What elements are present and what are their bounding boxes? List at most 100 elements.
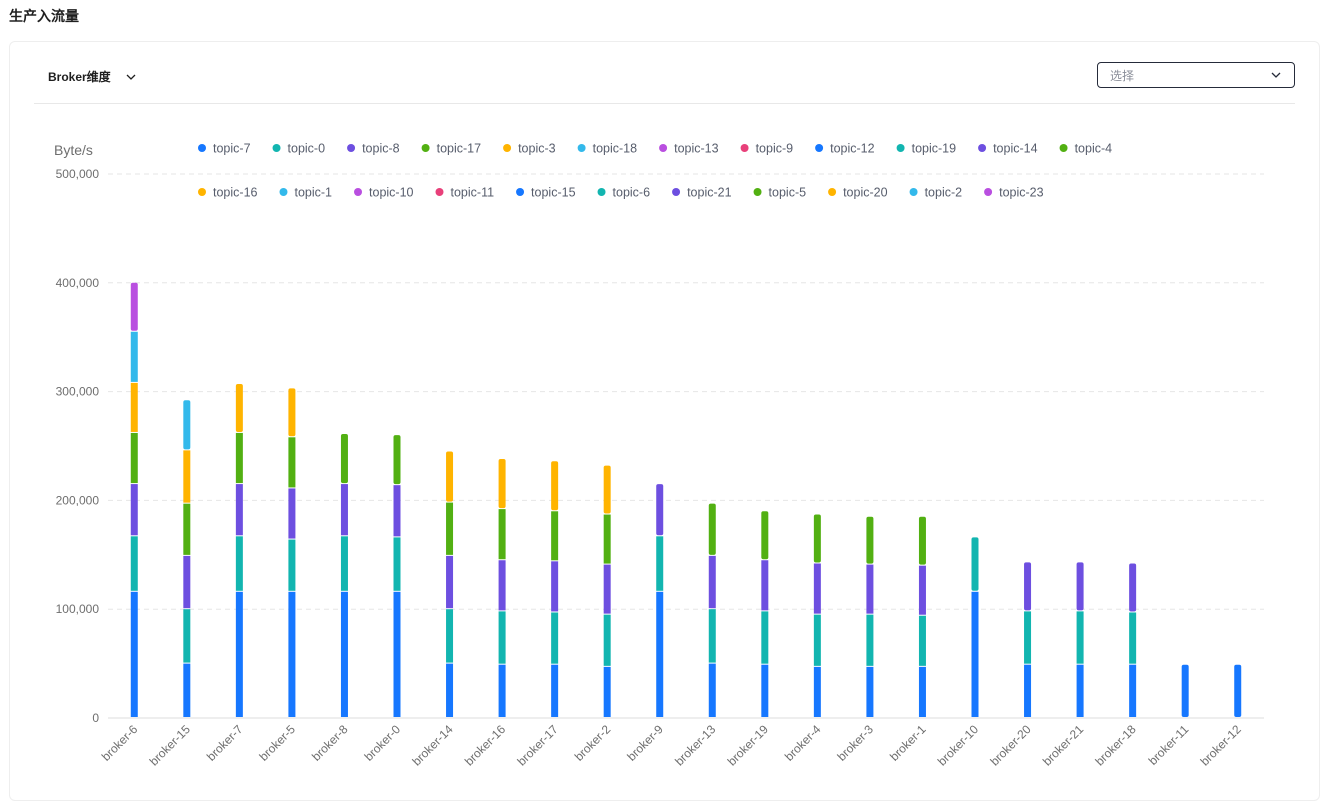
- bar-segment[interactable]: [130, 382, 138, 432]
- legend-item[interactable]: topic-0: [272, 142, 326, 156]
- bar-segment[interactable]: [446, 451, 454, 502]
- bar-segment[interactable]: [498, 611, 506, 664]
- legend-item[interactable]: topic-21: [672, 186, 732, 200]
- legend-item[interactable]: topic-8: [347, 142, 400, 156]
- bar-segment[interactable]: [551, 461, 559, 511]
- bar-segment[interactable]: [866, 614, 874, 666]
- bar-segment[interactable]: [603, 666, 611, 717]
- bar-segment[interactable]: [446, 555, 454, 609]
- bar-segment[interactable]: [866, 516, 874, 564]
- bar-segment[interactable]: [971, 591, 979, 717]
- bar-segment[interactable]: [918, 565, 926, 615]
- bar-segment[interactable]: [551, 664, 559, 717]
- bar-segment[interactable]: [1076, 611, 1084, 664]
- bar-segment[interactable]: [130, 331, 138, 382]
- bar-segment[interactable]: [340, 536, 348, 591]
- bar-segment[interactable]: [971, 537, 979, 591]
- bar-segment[interactable]: [761, 560, 769, 611]
- bar-segment[interactable]: [1234, 664, 1242, 717]
- bar-segment[interactable]: [1024, 664, 1032, 717]
- bar-segment[interactable]: [656, 591, 664, 717]
- legend-item[interactable]: topic-20: [828, 186, 888, 200]
- bar-segment[interactable]: [708, 503, 716, 555]
- bar-segment[interactable]: [551, 511, 559, 561]
- bar-segment[interactable]: [551, 561, 559, 612]
- bar-segment[interactable]: [340, 484, 348, 536]
- bar-segment[interactable]: [183, 609, 191, 663]
- legend-item[interactable]: topic-15: [516, 186, 576, 200]
- bar-segment[interactable]: [813, 514, 821, 563]
- bar-segment[interactable]: [813, 614, 821, 666]
- bar-segment[interactable]: [603, 614, 611, 666]
- bar-segment[interactable]: [918, 666, 926, 717]
- bar-segment[interactable]: [551, 612, 559, 664]
- bar-segment[interactable]: [498, 459, 506, 509]
- bar-segment[interactable]: [1129, 612, 1137, 664]
- legend-item[interactable]: topic-10: [354, 186, 414, 200]
- bar-segment[interactable]: [288, 488, 296, 539]
- legend-item[interactable]: topic-12: [815, 142, 875, 156]
- bar-segment[interactable]: [130, 591, 138, 717]
- legend-item[interactable]: topic-16: [198, 186, 258, 200]
- bar-segment[interactable]: [866, 666, 874, 717]
- bar-segment[interactable]: [235, 536, 243, 591]
- bar-segment[interactable]: [446, 663, 454, 717]
- bar-segment[interactable]: [656, 484, 664, 536]
- legend-item[interactable]: topic-3: [503, 142, 556, 156]
- bar-segment[interactable]: [761, 511, 769, 560]
- bar-segment[interactable]: [130, 536, 138, 591]
- bar-segment[interactable]: [183, 663, 191, 717]
- bar-segment[interactable]: [183, 503, 191, 555]
- legend-item[interactable]: topic-11: [435, 186, 495, 200]
- bar-segment[interactable]: [183, 450, 191, 503]
- bar-segment[interactable]: [813, 563, 821, 614]
- bar-segment[interactable]: [340, 591, 348, 717]
- bar-segment[interactable]: [393, 591, 401, 717]
- bar-segment[interactable]: [603, 465, 611, 514]
- bar-segment[interactable]: [918, 516, 926, 565]
- bar-segment[interactable]: [130, 484, 138, 536]
- bar-segment[interactable]: [393, 485, 401, 537]
- bar-segment[interactable]: [130, 432, 138, 484]
- bar-segment[interactable]: [288, 437, 296, 488]
- bar-segment[interactable]: [1129, 664, 1137, 717]
- bar-segment[interactable]: [393, 537, 401, 591]
- bar-segment[interactable]: [130, 282, 138, 331]
- legend-item[interactable]: topic-18: [577, 142, 638, 156]
- dimension-dropdown[interactable]: Broker维度: [48, 68, 137, 85]
- filter-select[interactable]: 选择: [1097, 62, 1295, 88]
- legend-item[interactable]: topic-14: [978, 142, 1038, 156]
- bar-segment[interactable]: [866, 564, 874, 614]
- bar-segment[interactable]: [288, 591, 296, 717]
- bar-segment[interactable]: [446, 502, 454, 555]
- bar-segment[interactable]: [288, 388, 296, 437]
- legend-item[interactable]: topic-17: [421, 142, 482, 156]
- bar-segment[interactable]: [708, 609, 716, 663]
- bar-segment[interactable]: [1181, 664, 1189, 717]
- bar-segment[interactable]: [603, 564, 611, 614]
- bar-segment[interactable]: [1024, 611, 1032, 664]
- legend-item[interactable]: topic-6: [597, 186, 651, 200]
- bar-segment[interactable]: [235, 432, 243, 484]
- bar-segment[interactable]: [235, 383, 243, 432]
- bar-segment[interactable]: [183, 400, 191, 450]
- legend-item[interactable]: topic-5: [753, 186, 807, 200]
- legend-item[interactable]: topic-23: [984, 186, 1044, 200]
- legend-item[interactable]: topic-4: [1059, 142, 1113, 156]
- bar-segment[interactable]: [498, 664, 506, 717]
- bar-segment[interactable]: [1024, 562, 1032, 611]
- legend-item[interactable]: topic-1: [279, 186, 332, 200]
- bar-segment[interactable]: [1076, 664, 1084, 717]
- bar-segment[interactable]: [918, 615, 926, 666]
- bar-segment[interactable]: [708, 663, 716, 717]
- bar-segment[interactable]: [498, 509, 506, 560]
- legend-item[interactable]: topic-9: [740, 142, 794, 156]
- legend-item[interactable]: topic-19: [896, 142, 957, 156]
- bar-segment[interactable]: [813, 666, 821, 717]
- bar-segment[interactable]: [708, 555, 716, 609]
- bar-segment[interactable]: [183, 555, 191, 609]
- bar-segment[interactable]: [1129, 563, 1137, 612]
- legend-item[interactable]: topic-2: [909, 186, 963, 200]
- bar-segment[interactable]: [761, 611, 769, 664]
- bar-segment[interactable]: [603, 514, 611, 564]
